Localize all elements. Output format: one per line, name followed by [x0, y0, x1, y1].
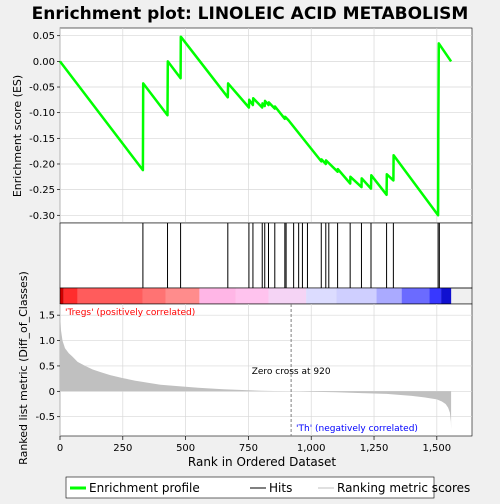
- es-y-tick-label: 0.00: [33, 57, 55, 68]
- colorbar-segment: [336, 288, 377, 304]
- colorbar-segment: [142, 288, 166, 304]
- x-tick-label: 500: [176, 443, 195, 454]
- ranking-y-axis: 1.5 1.0 0.5 0 -0.5: [35, 311, 60, 423]
- zero-cross-label: Zero cross at 920: [252, 367, 331, 377]
- colorbar-segment: [429, 288, 442, 304]
- colorbar-segment: [235, 288, 269, 304]
- x-axis-label: Rank in Ordered Dataset: [188, 455, 336, 469]
- es-y-tick-label: -0.05: [29, 83, 55, 94]
- ranking-y-tick-label: 0.5: [39, 361, 55, 372]
- es-y-tick-label: -0.20: [29, 159, 55, 170]
- ranking-y-tick-label: -0.5: [35, 412, 55, 423]
- es-y-tick-label: -0.25: [29, 185, 55, 196]
- positive-class-label: 'Tregs' (positively correlated): [65, 308, 195, 318]
- legend-label: Ranking metric scores: [337, 481, 470, 495]
- colorbar-segment: [268, 288, 307, 304]
- es-y-axis: 0.05 0.00 -0.05 -0.10 -0.15 -0.20 -0.25 -0.30: [29, 31, 60, 222]
- x-axis: 0 250 500 750 1,000 1,250 1,500: [57, 436, 451, 454]
- colorbar-segment: [441, 288, 452, 304]
- x-tick-label: 1,000: [297, 443, 326, 454]
- hits-marks: [142, 223, 440, 288]
- es-y-axis-label: Enrichment score (ES): [11, 75, 24, 197]
- colorbar-segment: [77, 288, 143, 304]
- legend: Enrichment profile Hits Ranking metric sco…: [70, 481, 470, 495]
- es-y-tick-label: -0.10: [29, 108, 55, 119]
- ranking-y-tick-label: 0: [49, 387, 55, 398]
- colorbar-segment: [199, 288, 236, 304]
- hits-panel: [59, 222, 473, 289]
- x-tick-label: 0: [57, 443, 63, 454]
- x-tick-label: 1,250: [360, 443, 389, 454]
- colorbar-segment: [306, 288, 337, 304]
- colorbar-segment: [376, 288, 402, 304]
- es-gridlines: [59, 28, 472, 223]
- x-tick-label: 750: [239, 443, 258, 454]
- colorbar-segment: [60, 288, 64, 304]
- legend-label: Hits: [269, 481, 292, 495]
- ranking-y-axis-label: Ranked list metric (Diff_of_Classes): [17, 271, 30, 465]
- ranking-panel: [59, 303, 473, 437]
- ranking-y-tick-label: 1.5: [39, 311, 55, 322]
- legend-label: Enrichment profile: [89, 481, 200, 495]
- es-panel: [59, 27, 473, 224]
- colorbar-segment: [401, 288, 430, 304]
- es-y-tick-label: 0.05: [33, 31, 55, 42]
- es-y-tick-label: -0.30: [29, 211, 55, 222]
- colorbar-segment: [165, 288, 200, 304]
- colorbar-segment: [63, 288, 78, 304]
- x-tick-label: 250: [113, 443, 132, 454]
- enrichment-profile-line: [59, 35, 453, 217]
- es-y-tick-label: -0.15: [29, 134, 55, 145]
- negative-class-label: 'Th' (negatively correlated): [296, 424, 418, 434]
- ranking-colorbar: [60, 288, 452, 304]
- chart-title: Enrichment plot: LINOLEIC ACID METABOLIS…: [32, 4, 469, 24]
- x-tick-label: 1,500: [423, 443, 452, 454]
- ranking-y-tick-label: 1.0: [39, 336, 55, 347]
